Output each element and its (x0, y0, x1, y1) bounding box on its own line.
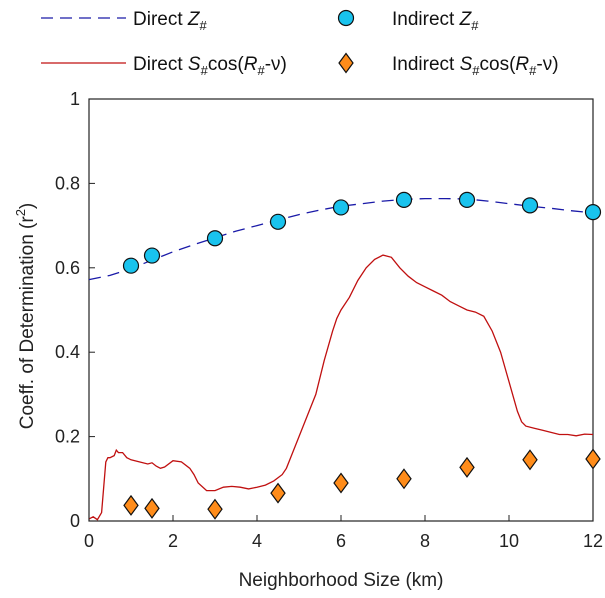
legend-swatch-indirect-z (337, 9, 355, 27)
point-indirect-z (122, 257, 140, 274)
series-line-direct-s (88, 254, 594, 521)
y-axis-label-superscript: 2 (13, 209, 28, 216)
legend-text-part: -ν) (265, 54, 287, 75)
legend-text-part: # (472, 63, 480, 78)
y-tick-label: 0.2 (55, 427, 80, 447)
point-indirect-s (270, 482, 286, 504)
y-tick-label: 1 (70, 89, 80, 109)
point-indirect-s (207, 498, 223, 520)
point-indirect-z (143, 247, 161, 264)
legend-text-part: Direct (133, 54, 188, 75)
legend-text-part: # (257, 63, 265, 78)
y-tick-label: 0.4 (55, 342, 80, 362)
legend-text-part: Indirect (392, 54, 460, 75)
point-indirect-s (123, 494, 139, 516)
x-tick-label: 8 (420, 531, 430, 551)
ticks-layer: 0 2 4 6 8 10 12 0 0.2 0.4 0.6 0.8 1 (55, 89, 603, 551)
legend-text-part: Direct (133, 9, 188, 30)
legend-text-part: cos( (208, 54, 245, 75)
legend-text-part: -ν) (536, 54, 558, 75)
point-indirect-z (332, 199, 350, 216)
legend-text-part: R (244, 54, 258, 75)
legend-label-indirect-s: Indirect S#cos(R#-ν) (392, 54, 559, 78)
point-indirect-z (395, 191, 413, 208)
legend-label-indirect-z: Indirect Z# (392, 9, 479, 33)
point-indirect-z (458, 191, 476, 208)
point-indirect-s (396, 468, 412, 490)
y-tick-label: 0.6 (55, 258, 80, 278)
point-indirect-s (459, 456, 475, 478)
x-tick-label: 2 (168, 531, 178, 551)
point-indirect-z (269, 213, 287, 230)
point-indirect-s (333, 472, 349, 494)
legend-text-part: # (201, 63, 209, 78)
legend-label-direct-s: Direct S#cos(R#-ν) (133, 54, 287, 78)
point-indirect-s (522, 449, 538, 471)
legend-text-part: Indirect (392, 9, 460, 30)
legend-text-part: S (460, 54, 473, 75)
point-indirect-z (584, 203, 602, 221)
y-tick-label: 0 (70, 511, 80, 531)
x-tick-label: 0 (84, 531, 94, 551)
legend-text-part: # (529, 63, 537, 78)
legend: Direct Z# Indirect Z#Direct S#cos(R#-ν) In… (41, 9, 559, 78)
legend-text-part: R (515, 54, 529, 75)
legend-text-part: Z (459, 9, 473, 30)
legend-text-part: Z (187, 9, 201, 30)
legend-text-part: # (200, 18, 208, 33)
legend-text-part: cos( (480, 54, 517, 75)
plot-area: 0 2 4 6 8 10 12 0 0.2 0.4 0.6 0.8 1 (55, 89, 603, 551)
point-indirect-s (144, 497, 160, 519)
y-axis-label-main: Coeff. of Determination (r (17, 216, 38, 430)
point-indirect-s (585, 448, 601, 470)
x-tick-label: 12 (583, 531, 603, 551)
x-tick-label: 6 (336, 531, 346, 551)
x-tick-label: 4 (252, 531, 262, 551)
x-axis-label: Neighborhood Size (km) (239, 570, 444, 591)
y-axis-label: Coeff. of Determination (r2) (13, 203, 38, 430)
legend-label-direct-z: Direct Z# (133, 9, 208, 33)
series-layer (88, 191, 602, 521)
legend-swatch-indirect-s (338, 52, 354, 74)
legend-text-part: # (471, 18, 479, 33)
legend-text-part: S (188, 54, 201, 75)
x-tick-label: 10 (499, 531, 519, 551)
y-tick-label: 0.8 (55, 173, 80, 193)
point-indirect-z (206, 230, 224, 247)
point-indirect-z (521, 197, 539, 214)
y-axis-label-end: ) (17, 203, 38, 209)
